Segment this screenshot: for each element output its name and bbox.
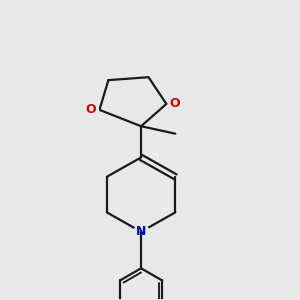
Text: O: O xyxy=(169,98,180,110)
Text: O: O xyxy=(86,103,97,116)
Text: N: N xyxy=(136,225,146,238)
